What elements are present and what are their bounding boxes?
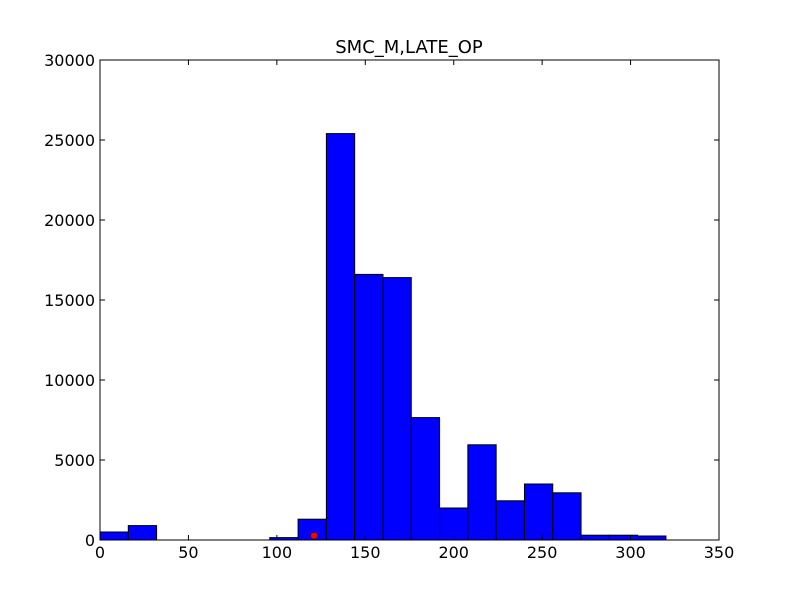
- y-tick-label: 20000: [44, 211, 95, 230]
- y-tick-label: 0: [85, 531, 95, 550]
- x-tick-label: 350: [704, 543, 735, 562]
- y-tick-label: 25000: [44, 131, 95, 150]
- x-tick-label: 50: [178, 543, 198, 562]
- histogram-bar: [127, 525, 158, 541]
- histogram-bar: [439, 507, 469, 541]
- histogram-bar: [495, 500, 525, 541]
- x-tick-label: 300: [615, 543, 646, 562]
- x-tick-label: 100: [262, 543, 293, 562]
- axis-ticks: 0 50 100 150 200 250 300 350 0 5000 10000 15000 2000…: [44, 51, 734, 562]
- histogram-bar: [354, 273, 384, 541]
- histogram-bar: [382, 277, 412, 541]
- x-tick-label: 200: [438, 543, 469, 562]
- bars-group: [99, 133, 667, 541]
- marker-point: [310, 531, 318, 540]
- histogram-bar: [467, 444, 497, 541]
- histogram-bar: [523, 483, 554, 541]
- y-tick-label: 10000: [44, 371, 95, 390]
- histogram-bar: [410, 417, 441, 541]
- x-tick-label: 250: [527, 543, 558, 562]
- y-tick-label: 5000: [54, 451, 95, 470]
- marker-layer: [310, 531, 318, 540]
- y-tick-label: 15000: [44, 291, 95, 310]
- plot-frame: [99, 59, 720, 541]
- histogram-bar: [580, 534, 610, 541]
- histogram-bar: [99, 531, 129, 541]
- y-tick-label: 30000: [44, 51, 95, 70]
- histogram-bar: [608, 534, 639, 541]
- histogram-bar: [637, 535, 667, 541]
- histogram-bar: [552, 492, 582, 541]
- x-tick-label: 0: [95, 543, 105, 562]
- x-tick-label: 150: [350, 543, 381, 562]
- histogram-bar: [325, 133, 356, 541]
- chart-title: SMC_M,LATE_OP: [335, 37, 483, 58]
